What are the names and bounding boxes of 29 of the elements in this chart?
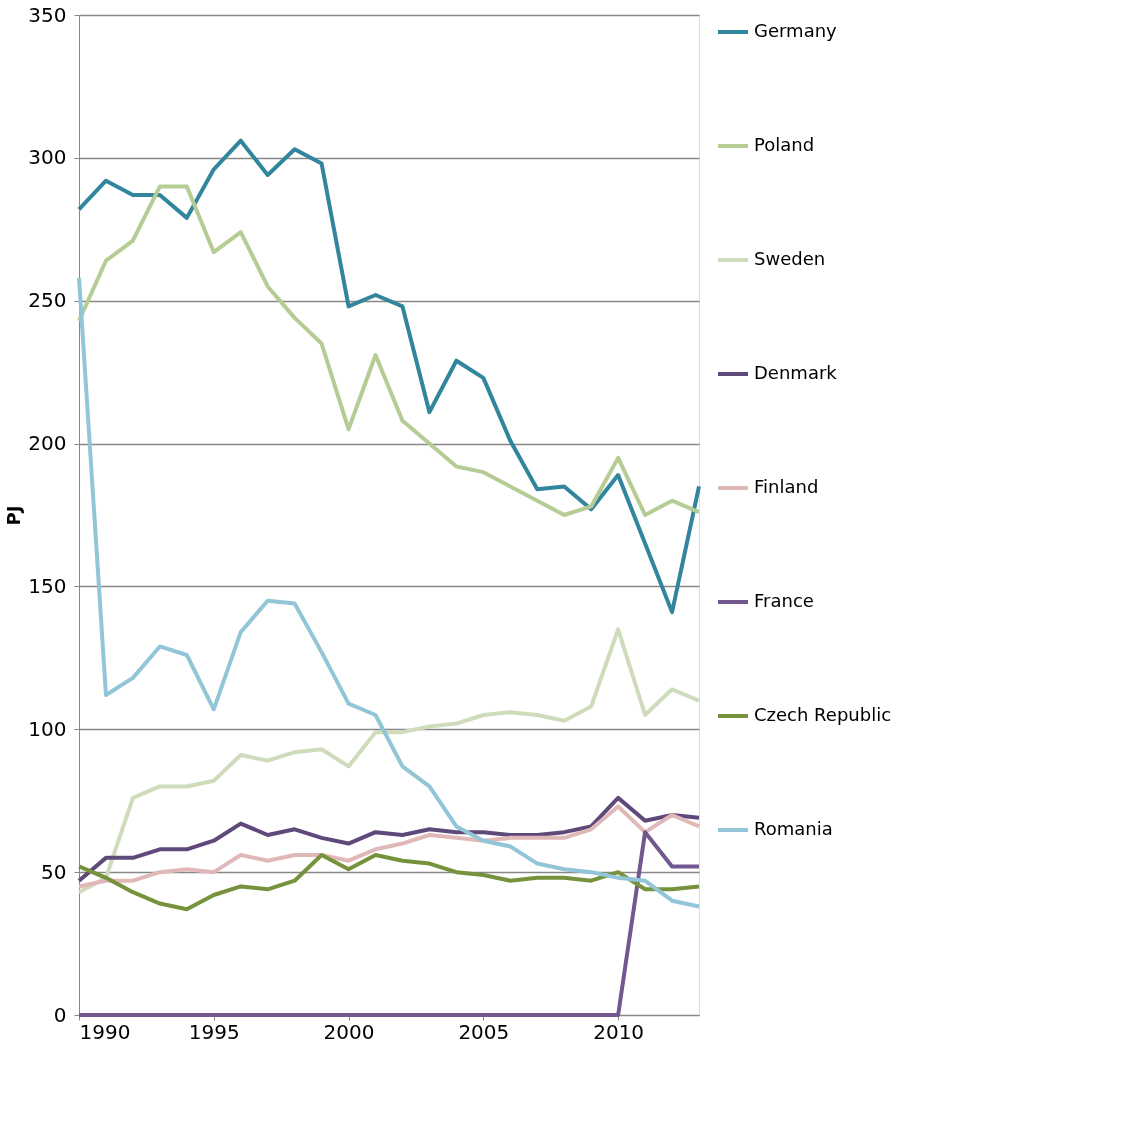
y-tick-label: 350 <box>28 2 67 27</box>
y-tick-label: 50 <box>41 859 67 884</box>
y-axis-title: PJ <box>3 505 25 526</box>
y-tick-label: 250 <box>28 288 67 313</box>
line-series <box>77 275 701 909</box>
legend-label: Finland <box>754 476 819 497</box>
x-tick-label: 1995 <box>188 1019 240 1044</box>
x-tick-label: 2005 <box>458 1019 510 1044</box>
legend-label: France <box>754 590 814 611</box>
line-series <box>77 795 701 883</box>
y-tick-label: 300 <box>28 145 67 170</box>
legend-label: Poland <box>754 134 815 155</box>
y-tick-label: 150 <box>28 573 67 598</box>
line-series <box>77 138 701 615</box>
line-series <box>77 853 701 912</box>
legend-label: Sweden <box>754 248 826 269</box>
x-tick-label: 2010 <box>593 1019 645 1044</box>
y-tick-label: 200 <box>28 431 67 456</box>
legend-label: Romania <box>754 818 833 839</box>
legend-label: Denmark <box>754 362 838 383</box>
line-series <box>77 627 701 895</box>
line-series <box>77 804 701 889</box>
legend-label: Czech Republic <box>754 704 892 725</box>
x-tick-label: 2000 <box>323 1019 375 1044</box>
x-tick-label: 1990 <box>79 1019 131 1044</box>
line-series <box>77 184 701 517</box>
legend-label: Germany <box>754 20 838 41</box>
y-tick-label: 100 <box>28 716 67 741</box>
y-tick-label: 0 <box>53 1002 67 1027</box>
